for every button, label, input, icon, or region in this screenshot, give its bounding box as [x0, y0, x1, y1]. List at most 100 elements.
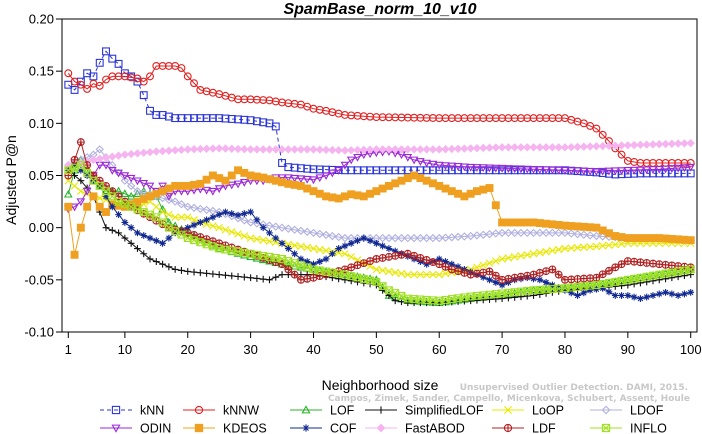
marker-triangle-down [133, 177, 142, 186]
marker-plus [354, 278, 361, 286]
marker-square-cross [447, 295, 456, 303]
marker-asterisk [580, 289, 588, 297]
marker-plus [272, 273, 280, 281]
marker-circle-plus [70, 155, 79, 164]
watermark-line-2: Campos, Zimek, Sander, Campello, Micenko… [328, 394, 690, 404]
marker-cross [504, 254, 513, 262]
marker-circle-plus [378, 253, 387, 262]
marker-asterisk [291, 250, 299, 258]
marker-asterisk [618, 292, 625, 299]
marker-triangle-down [76, 198, 86, 207]
marker-square [111, 405, 121, 415]
marker-asterisk [222, 208, 229, 216]
marker-diamond-filled [623, 141, 633, 150]
marker-cross [598, 242, 607, 250]
marker-square-cross [95, 181, 104, 190]
marker-diamond [303, 227, 312, 237]
marker-triangle-down [296, 175, 306, 184]
marker-triangle-down [648, 166, 658, 174]
marker-diamond [447, 233, 456, 242]
marker-cross [290, 241, 299, 250]
series-layer [63, 47, 696, 307]
marker-diamond-filled [271, 145, 280, 154]
marker-asterisk [561, 286, 569, 294]
marker-diamond-filled [479, 143, 488, 153]
marker-triangle-down [126, 174, 136, 183]
x-tick-label: 70 [495, 342, 509, 357]
marker-circle-plus [76, 138, 85, 147]
marker-diamond [315, 229, 324, 239]
marker-plus [404, 299, 412, 307]
chart-title: SpamBase_norm_10_v10 [283, 1, 476, 18]
marker-triangle-down [617, 167, 626, 176]
x-tick-label: 30 [243, 342, 257, 357]
legend-label-simplifiedlof: SimplifiedLOF [405, 404, 484, 418]
marker-circle-plus [504, 274, 513, 283]
marker-cross [605, 241, 613, 249]
marker-plus [165, 263, 173, 271]
marker-diamond-filled [183, 145, 192, 154]
marker-diamond-filled [453, 144, 463, 153]
marker-square-cross [102, 187, 110, 196]
marker-cross [573, 243, 582, 252]
marker-diamond-filled [372, 145, 381, 154]
marker-cross [102, 196, 110, 204]
marker-square-filled [76, 223, 85, 232]
legend-item-ldof: LDOF [590, 404, 664, 418]
marker-circle [76, 80, 85, 89]
marker-square-filled [95, 202, 104, 211]
marker-diamond-filled [680, 139, 689, 148]
marker-square-filled [194, 423, 204, 433]
marker-circle-plus [473, 269, 481, 278]
marker-diamond-filled [604, 141, 614, 151]
marker-cross [183, 213, 192, 222]
legend-item-fastabod: FastABOD [365, 422, 465, 434]
marker-triangle-down [428, 160, 438, 169]
marker-diamond-filled [447, 144, 456, 154]
marker-plus [134, 245, 141, 252]
marker-triangle-down [114, 169, 123, 178]
marker-asterisk [655, 290, 663, 298]
marker-asterisk [643, 293, 651, 301]
marker-triangle-down [560, 167, 570, 175]
marker-asterisk [423, 260, 431, 268]
marker-diamond [95, 145, 104, 154]
marker-circle-plus [372, 255, 381, 263]
marker-diamond [472, 231, 482, 240]
watermark-line-1: Unsupervised Outlier Detection. DAMI, 20… [460, 383, 688, 393]
marker-triangle-down [623, 167, 633, 175]
marker-triangle-down [158, 182, 167, 191]
marker-circle [183, 72, 192, 81]
marker-cross [227, 228, 236, 236]
marker-cross [158, 208, 167, 216]
marker-diamond-filled [133, 149, 142, 158]
marker-cross [561, 244, 569, 253]
marker-diamond [548, 228, 557, 238]
y-tick-label: 0.00 [29, 220, 54, 235]
marker-asterisk [479, 273, 487, 281]
marker-triangle-down [346, 156, 356, 165]
marker-diamond-filled [340, 146, 350, 155]
marker-diamond-filled [164, 146, 174, 155]
series-knnw [64, 61, 695, 167]
y-tick-label: 0.20 [29, 12, 54, 27]
marker-diamond-filled [139, 148, 148, 157]
marker-circle-plus [554, 270, 563, 279]
marker-triangle-down [636, 166, 645, 175]
marker-diamond [328, 231, 337, 241]
marker-diamond [164, 195, 174, 205]
marker-square [271, 122, 280, 131]
marker-cross [190, 216, 198, 224]
legend-label-fastabod: FastABOD [405, 422, 465, 434]
marker-plus [108, 226, 116, 234]
marker-triangle-down [529, 165, 538, 174]
marker-diamond [598, 232, 607, 241]
marker-triangle-down [315, 174, 325, 183]
marker-diamond [108, 160, 117, 170]
marker-asterisk [448, 260, 456, 268]
marker-diamond-filled [617, 141, 626, 150]
marker-circle [146, 72, 154, 81]
marker-triangle-down [654, 165, 664, 174]
marker-diamond [441, 233, 450, 242]
